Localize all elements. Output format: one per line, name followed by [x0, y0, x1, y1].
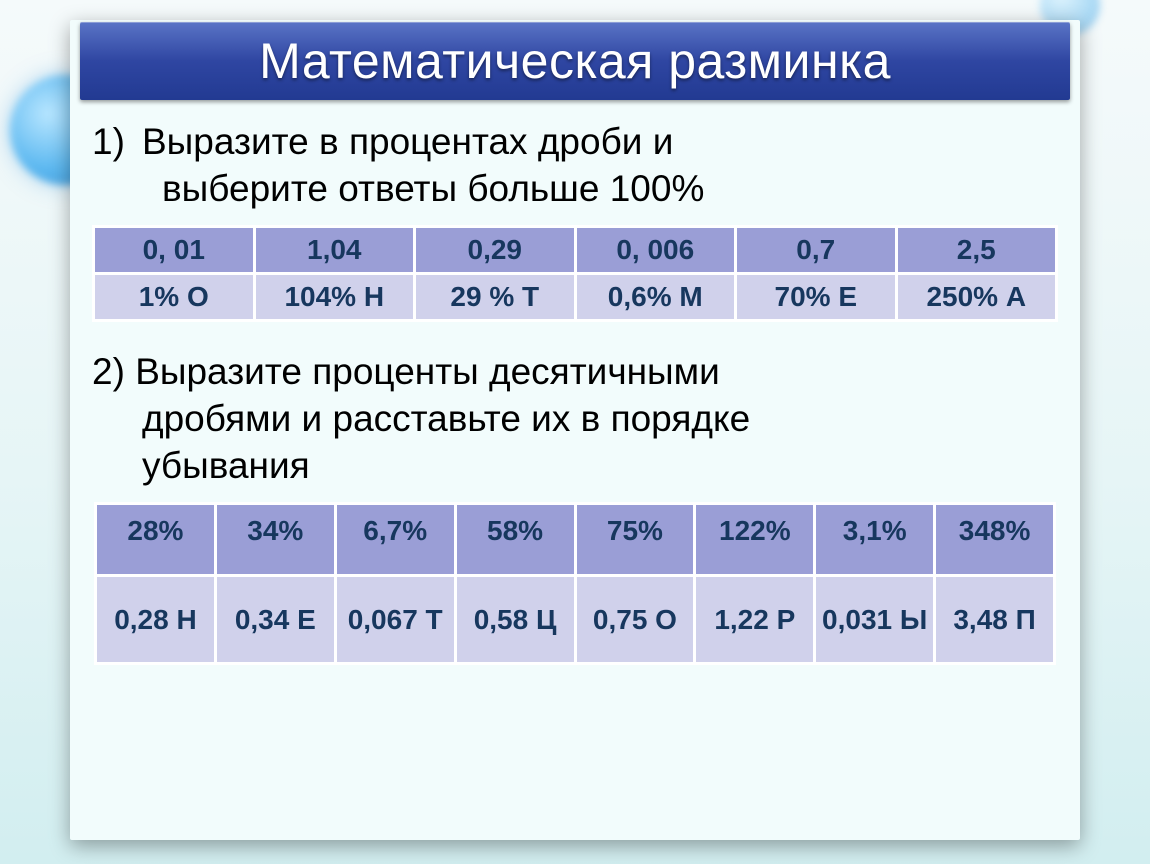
- task-1-line2: выберите ответы больше 100%: [92, 165, 1058, 212]
- table-cell: 1% О: [94, 273, 255, 320]
- table-cell: 122%: [695, 503, 815, 575]
- table-cell: 0, 01: [94, 226, 255, 273]
- task-2: 2) Выразите проценты десятичными дробями…: [92, 348, 1058, 490]
- table-cell: 0, 006: [575, 226, 736, 273]
- table-row: 28% 34% 6,7% 58% 75% 122% 3,1% 348%: [96, 503, 1055, 575]
- table-1: 0, 01 1,04 0,29 0, 006 0,7 2,5 1% О 104%…: [92, 225, 1058, 322]
- table-row: 0, 01 1,04 0,29 0, 006 0,7 2,5: [94, 226, 1057, 273]
- table-cell: 348%: [935, 503, 1055, 575]
- task-2-line3: убывания: [92, 442, 1058, 489]
- table-cell: 0,7: [736, 226, 897, 273]
- table-cell: 250% А: [896, 273, 1057, 320]
- table-cell: 0,29: [415, 226, 576, 273]
- task-2-line1: Выразите проценты десятичными: [135, 351, 720, 392]
- table-cell: 6,7%: [335, 503, 455, 575]
- table-cell: 0,58 Ц: [455, 575, 575, 663]
- table-cell: 34%: [215, 503, 335, 575]
- table-cell: 1,04: [254, 226, 415, 273]
- table-cell: 2,5: [896, 226, 1057, 273]
- table-cell: 3,48 П: [935, 575, 1055, 663]
- table-cell: 3,1%: [815, 503, 935, 575]
- task-1: 1)Выразите в процентах дроби и выберите …: [92, 118, 1058, 213]
- slide-container: Математическая разминка 1)Выразите в про…: [70, 20, 1080, 840]
- table-cell: 0,031 Ы: [815, 575, 935, 663]
- table-cell: 28%: [96, 503, 216, 575]
- slide-content: 1)Выразите в процентах дроби и выберите …: [70, 100, 1080, 665]
- table-cell: 0,75 О: [575, 575, 695, 663]
- table-row: 1% О 104% Н 29 % Т 0,6% М 70% Е 250% А: [94, 273, 1057, 320]
- task-2-line2: дробями и расставьте их в порядке: [92, 395, 1058, 442]
- task-1-line1: Выразите в процентах дроби и: [142, 121, 673, 162]
- table-cell: 1,22 Р: [695, 575, 815, 663]
- table-row: 0,28 Н 0,34 Е 0,067 Т 0,58 Ц 0,75 О 1,22…: [96, 575, 1055, 663]
- table-cell: 0,34 Е: [215, 575, 335, 663]
- table-2: 28% 34% 6,7% 58% 75% 122% 3,1% 348% 0,28…: [94, 502, 1056, 665]
- table-cell: 104% Н: [254, 273, 415, 320]
- title-bar: Математическая разминка: [80, 22, 1070, 100]
- table-cell: 75%: [575, 503, 695, 575]
- table-cell: 29 % Т: [415, 273, 576, 320]
- page-title: Математическая разминка: [259, 32, 891, 90]
- table-cell: 0,28 Н: [96, 575, 216, 663]
- task-1-number: 1): [92, 118, 142, 165]
- table-cell: 0,067 Т: [335, 575, 455, 663]
- task-2-number: 2): [92, 351, 125, 392]
- table-cell: 58%: [455, 503, 575, 575]
- table-cell: 0,6% М: [575, 273, 736, 320]
- table-cell: 70% Е: [736, 273, 897, 320]
